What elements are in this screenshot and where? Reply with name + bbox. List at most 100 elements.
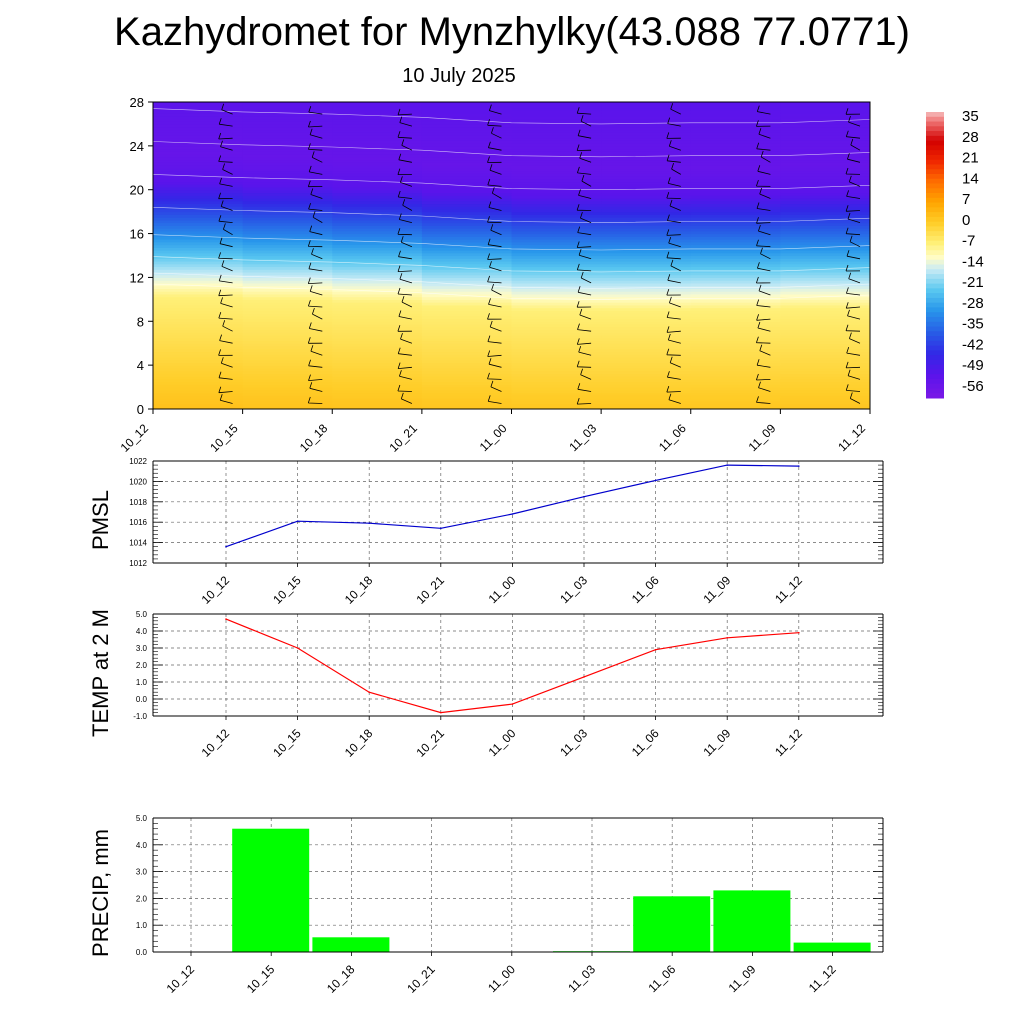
- wind-barb: [581, 174, 592, 187]
- wind-barb: [666, 326, 681, 333]
- temperature-cell: [421, 359, 513, 363]
- temperature-cell: [511, 145, 602, 150]
- temperature-cell: [780, 217, 870, 221]
- wind-barb: [308, 262, 323, 272]
- temperature-cell: [601, 211, 692, 215]
- y-tick-label: 1012: [129, 559, 147, 568]
- temperature-cell: [242, 236, 333, 240]
- temperature-cell: [153, 280, 244, 284]
- wind-barb: [845, 384, 861, 392]
- wind-barb: [666, 385, 681, 393]
- temperature-cell: [601, 277, 692, 281]
- temperature-cell: [242, 184, 333, 188]
- temperature-cell: [153, 110, 244, 114]
- wind-barb: [397, 265, 412, 272]
- wind-barb: [758, 224, 771, 236]
- data-point: [583, 495, 585, 498]
- temperature-cell: [601, 403, 692, 407]
- colorbar-swatch: [926, 150, 944, 156]
- x-tick-label: 11_06: [629, 573, 662, 606]
- temperature-cell: [690, 217, 781, 221]
- temperature-cell: [690, 356, 781, 361]
- temperature-cell: [421, 367, 513, 372]
- temperature-cell: [332, 269, 423, 273]
- colorbar-swatch: [926, 274, 944, 280]
- colorbar-swatch: [926, 178, 944, 184]
- temperature-cell: [601, 269, 692, 273]
- temperature-cell: [511, 313, 602, 317]
- wind-barb: [756, 179, 771, 187]
- wind-barb: [218, 371, 233, 380]
- temperature-cell: [332, 332, 423, 336]
- wind-barb: [666, 348, 681, 356]
- temperature-cell: [780, 406, 870, 409]
- temperature-cell: [332, 321, 423, 325]
- wind-barb: [756, 336, 771, 344]
- colorbar-swatch: [926, 278, 944, 285]
- temperature-cell: [690, 102, 781, 106]
- temperature-cell: [601, 313, 692, 317]
- temperature-cell: [332, 258, 423, 262]
- y-tick-label: 1016: [129, 518, 147, 527]
- colorbar-swatch: [926, 350, 944, 356]
- temperature-cell: [601, 250, 692, 254]
- wind-barb: [489, 164, 502, 175]
- temperature-cell: [153, 345, 244, 350]
- wind-barb: [848, 175, 861, 187]
- temperature-cell: [153, 403, 244, 407]
- temperature-cell: [511, 304, 602, 309]
- temperature-cell: [421, 195, 513, 199]
- temperature-cell: [153, 307, 244, 311]
- wind-barb: [759, 187, 771, 199]
- temperature-cell: [511, 285, 602, 289]
- wind-barb: [399, 370, 412, 380]
- temperature-cell: [421, 104, 513, 109]
- colorbar-swatch: [926, 112, 944, 118]
- temperature-cell: [511, 129, 602, 133]
- wind-barb: [398, 213, 412, 223]
- temperature-cell: [153, 318, 244, 322]
- temperature-cell: [421, 192, 513, 196]
- temperature-cell: [332, 255, 423, 259]
- temperature-cell: [242, 296, 333, 300]
- temperature-cell: [332, 315, 423, 320]
- temperature-cell: [332, 228, 423, 232]
- colorbar-swatch: [926, 302, 944, 308]
- temperature-cell: [780, 354, 870, 358]
- wind-barb: [579, 308, 592, 320]
- temperature-cell: [421, 214, 513, 218]
- temperature-cell: [601, 258, 692, 262]
- colorbar-swatch: [926, 140, 944, 146]
- temperature-cell: [511, 219, 602, 224]
- temperature-cell: [332, 340, 423, 344]
- temperature-cell: [780, 313, 870, 317]
- colorbar-swatch: [926, 145, 944, 151]
- temperature-cell: [601, 228, 692, 232]
- temperature-cell: [332, 143, 423, 147]
- temperature-cell: [153, 126, 244, 131]
- temperature-cell: [242, 315, 333, 320]
- wind-barb: [845, 302, 861, 309]
- temperature-cell: [421, 230, 513, 235]
- temperature-cell: [332, 154, 423, 158]
- temperature-cell: [511, 332, 602, 336]
- contour-line: [153, 141, 870, 158]
- temperature-cell: [780, 296, 870, 300]
- temperature-cell: [421, 299, 513, 303]
- temperature-cell: [153, 384, 244, 388]
- temperature-cell: [690, 192, 781, 196]
- temperature-cell: [242, 176, 333, 180]
- precip-bar: [633, 896, 711, 952]
- temperature-cell: [153, 178, 244, 183]
- temperature-cell: [511, 340, 602, 344]
- temperature-cell: [780, 145, 870, 150]
- temperature-cell: [601, 293, 692, 298]
- wind-barb: [218, 289, 233, 297]
- wind-barb: [307, 180, 323, 188]
- wind-barb: [487, 313, 502, 320]
- temperature-cell: [601, 176, 692, 180]
- temperature-cell: [242, 192, 333, 196]
- temperature-cell: [153, 398, 244, 402]
- temperature-cell: [153, 102, 244, 106]
- temperature-cell: [421, 288, 513, 292]
